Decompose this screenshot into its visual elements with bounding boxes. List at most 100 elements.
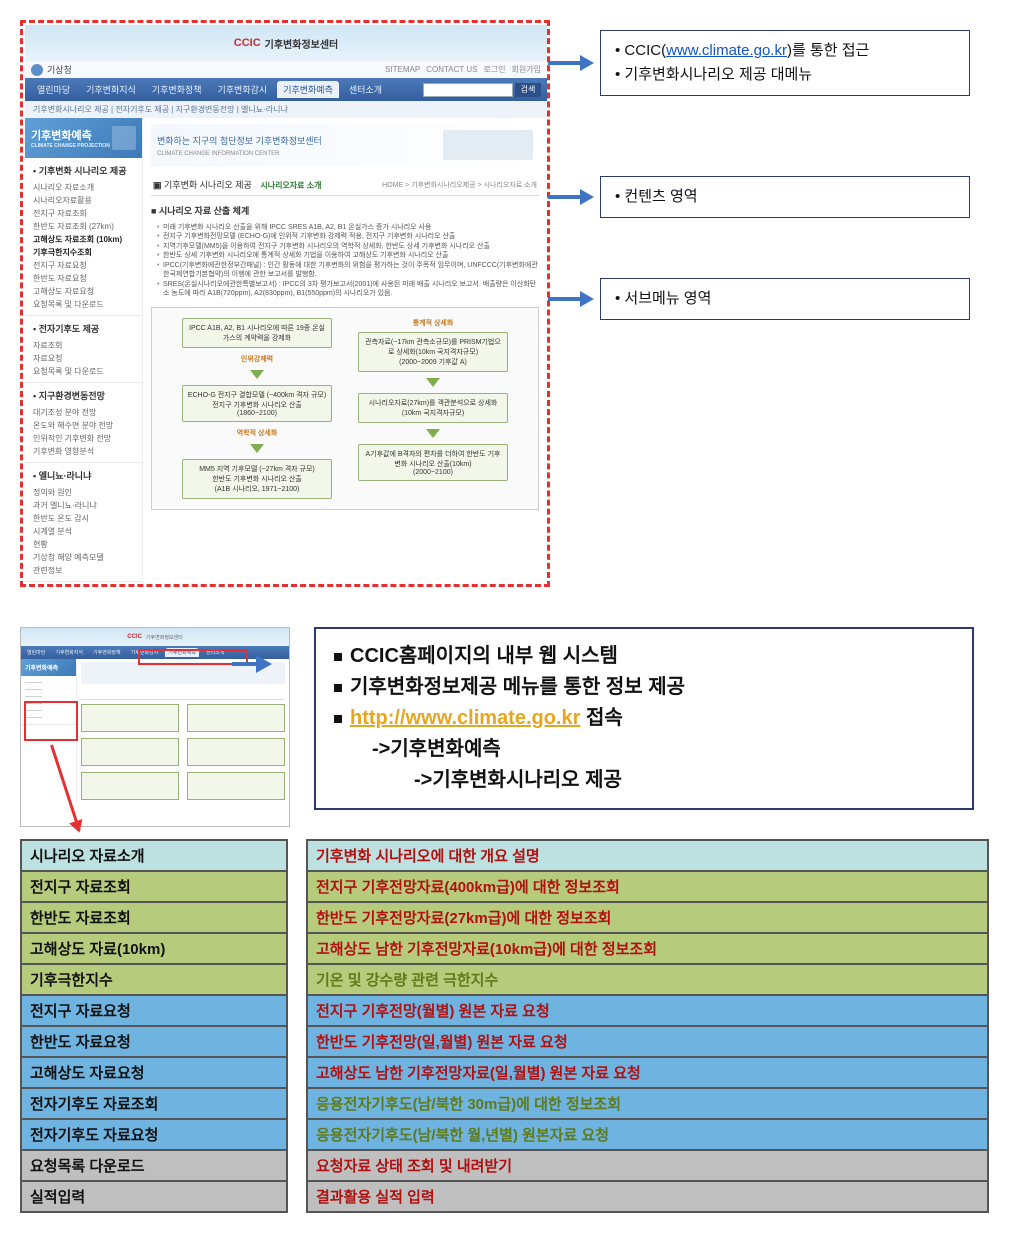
gnb-item[interactable]: 기후변화감시 [212, 81, 274, 98]
thumb-flow-box [81, 738, 179, 766]
thumbnail-wrap: CCIC기후변화정보센터 열린마당기후변화지식기후변화정책기후변화감시기후변화예… [20, 627, 290, 827]
thumb-lnb-head-text: 기후변화예측 [25, 663, 58, 672]
menu-cell: 고해상도 자료요청 [21, 1057, 287, 1088]
lnb-item[interactable]: 고해상도 자료요청 [33, 285, 134, 298]
menu-cell: 전자기후도 자료요청 [21, 1119, 287, 1150]
lnb-item[interactable]: 과거 엘니뇨·라니냐 [33, 499, 134, 512]
search-button[interactable]: 검색 [515, 83, 541, 97]
lnb-item[interactable]: 한반도 자료요청 [33, 272, 134, 285]
lnb-item[interactable]: 자료조회 [33, 339, 134, 352]
thumb-lnb-head: 기후변화예측 [21, 659, 76, 676]
util-contact[interactable]: CONTACT US [426, 65, 477, 74]
info-line-2: 기후변화정보제공 메뉴를 통한 정보 제공 [350, 676, 685, 698]
info-url-link[interactable]: http://www.climate.go.kr [350, 707, 580, 729]
lnb-item[interactable]: 고해상도 자료조회 (10km) [33, 233, 134, 246]
desc-cell: 기온 및 강수량 관련 극한지수 [307, 964, 988, 995]
lnb-group: ▪ 전자기후도 제공자료조회자료요청요청목록 및 다운로드 [25, 316, 142, 383]
flow-diagram: IPCC A1B, A2, B1 시나리오에 따른 19종 온실가스의 계약력을… [151, 307, 539, 510]
desc-cell: 한반도 기후전망자료(27km급)에 대한 정보조회 [307, 902, 988, 933]
lnb-group: ▪ 기후변화 시나리오 제공시나리오 자료소개시나리오자료활용전지구 자료조회한… [25, 158, 142, 316]
utility-row: 기상청 SITEMAP CONTACT US 로그인 회원가입 [25, 61, 547, 78]
lnb-item[interactable]: 시계열 분석 [33, 525, 134, 538]
desc-cell: 결과활용 실적 입력 [307, 1181, 988, 1212]
arrow-icon [580, 291, 594, 307]
main-screenshot: CCIC 기후변화정보센터 기상청 SITEMAP CONTACT US 로그인… [20, 20, 550, 587]
down-arrow-icon [250, 370, 264, 379]
desc-cell: 요청자료 상태 조회 및 내려받기 [307, 1150, 988, 1181]
flow-box: IPCC A1B, A2, B1 시나리오에 따른 19종 온실가스의 계약력을… [182, 318, 332, 348]
lnb-item[interactable]: 요청목록 및 다운로드 [33, 365, 134, 378]
kma-label: 기상청 [47, 63, 72, 76]
thumb-flow-box [81, 704, 179, 732]
lnb-item[interactable]: 대기조성 분야 전망 [33, 406, 134, 419]
lnb-group-title: ▪ 기후변화 시나리오 제공 [33, 164, 134, 177]
lnb-item[interactable]: 관련정보 [33, 564, 134, 577]
gnb-item[interactable]: 기후변화지식 [52, 648, 86, 657]
info-path-1: ->기후변화예측 [334, 734, 954, 765]
lnb-item[interactable]: 인위적인 기후변화 전망 [33, 432, 134, 445]
lnb-item[interactable]: 전지구 자료조회 [33, 207, 134, 220]
menu-cell: 전지구 자료조회 [21, 871, 287, 902]
gnb-item[interactable]: 열린마당 [31, 81, 76, 98]
lnb-head-icon [112, 126, 136, 150]
search-input[interactable] [423, 83, 513, 97]
lnb-item[interactable]: 기후변화 영향분석 [33, 445, 134, 458]
lnb-head-title: 기후변화예측 [31, 127, 110, 143]
content-active-tab[interactable]: 시나리오자료 소개 [260, 181, 321, 190]
info-path-2: ->기후변화시나리오 제공 [334, 765, 954, 796]
info-url-tail: 접속 [580, 707, 622, 729]
gnb-item[interactable]: 센터소개 [343, 81, 388, 98]
lnb-item[interactable]: 정의와 원인 [33, 486, 134, 499]
thumb-flow-box [187, 772, 285, 800]
square-bullet-icon [334, 684, 342, 692]
left-nav: 기후변화예측 CLIMATE CHANGE PROJECTION ▪ 기후변화 … [25, 118, 143, 582]
menu-cell: 실적입력 [21, 1181, 287, 1212]
mock-body: 기후변화예측 CLIMATE CHANGE PROJECTION ▪ 기후변화 … [25, 118, 547, 582]
callouts-column: • CCIC(www.climate.go.kr)를 통한 접근• 기후변화시나… [580, 20, 970, 587]
content-title: 기후변화 시나리오 제공 [164, 180, 252, 190]
flow-box: A기후값에 B격자의 편차를 더하여 한반도 기후변화 시나리오 산출(10km… [358, 444, 508, 481]
thumb-flow-box [81, 772, 179, 800]
content-banner-text: 변화하는 지구의 첨단정보 기후변화정보센터 [157, 136, 322, 146]
content-bullet: IPCC(기후변화에관한정부간패널) : 인간 활동에 대한 기후변화의 위험을… [157, 261, 539, 280]
lnb-item[interactable]: 한반도 자료조회 (27km) [33, 220, 134, 233]
menu-cell: 요청목록 다운로드 [21, 1150, 287, 1181]
lnb-item[interactable]: 기후극한지수조회 [33, 246, 134, 259]
gnb-item[interactable]: 기후변화정책 [90, 648, 124, 657]
lnb-item[interactable]: 시나리오자료활용 [33, 194, 134, 207]
lnb-item[interactable]: 전지구 자료요청 [33, 259, 134, 272]
global-nav: 열린마당기후변화지식기후변화정책기후변화감시기후변화예측센터소개 검색 [25, 78, 547, 101]
util-sitemap[interactable]: SITEMAP [385, 65, 420, 74]
lnb-group-title: ▪ 지구환경변동전망 [33, 389, 134, 402]
sub-nav: 기후변화시나리오 제공 | 전자기후도 제공 | 지구환경변동전망 | 엘니뇨·… [25, 101, 547, 118]
lnb-group: ▪ 지구환경변동전망대기조성 분야 전망온도와 해수면 분야 전망인위적인 기후… [25, 383, 142, 463]
flow-box: 관측자료(~17km 관측소규모)를 PRISM기법으로 상세화(10km 국지… [358, 332, 508, 372]
desc-cell: 한반도 기후전망(일,월별) 원본 자료 요청 [307, 1026, 988, 1057]
lnb-item[interactable]: 자료요청 [33, 352, 134, 365]
lnb-item[interactable]: 한반도 온도 감시 [33, 512, 134, 525]
lnb-item[interactable]: 온도와 해수면 분야 전망 [33, 419, 134, 432]
content-bullet: 전지구 기후변화전망모델 (ECHO-G)에 인위적 기후변화 강제력 적용, … [157, 232, 539, 241]
util-join[interactable]: 회원가입 [512, 64, 541, 75]
lnb-item[interactable]: 기상청 해양 예측모델 [33, 551, 134, 564]
menu-cell: 전자기후도 자료조회 [21, 1088, 287, 1119]
flow-box: 시나리오자료(27km)를 객관분석으로 상세화(10km 국지격자규모) [358, 393, 508, 423]
info-line-1: CCIC홈페이지의 내부 웹 시스템 [350, 645, 618, 667]
content-breadcrumb: HOME > 기후변화시나리오제공 > 시나리오자료 소개 [382, 180, 537, 190]
content-bullet-list: 미래 기후변화 시나리오 산출을 위해 IPCC SRES A1B, A2, B… [151, 223, 539, 299]
lnb-item[interactable]: 시나리오 자료소개 [33, 181, 134, 194]
gnb-item[interactable]: 기후변화정책 [146, 81, 208, 98]
gnb-item[interactable]: 기후변화지식 [80, 81, 142, 98]
content-banner: 변화하는 지구의 첨단정보 기후변화정보센터 CLIMATE CHANGE IN… [151, 124, 539, 166]
menu-cell: 고해상도 자료(10km) [21, 933, 287, 964]
util-login[interactable]: 로그인 [483, 64, 505, 75]
gnb-item[interactable]: 열린마당 [24, 648, 48, 657]
square-bullet-icon [334, 715, 342, 723]
down-arrow-icon [426, 429, 440, 438]
lnb-item[interactable]: 현황 [33, 538, 134, 551]
lnb-item[interactable]: 요청목록 및 다운로드 [33, 298, 134, 311]
gnb-item[interactable]: 기후변화예측 [277, 81, 339, 98]
down-arrow-icon [250, 444, 264, 453]
red-dashed-frame: CCIC 기후변화정보센터 기상청 SITEMAP CONTACT US 로그인… [20, 20, 550, 587]
content-subhead-text: 시나리오 자료 산출 체계 [159, 206, 249, 216]
